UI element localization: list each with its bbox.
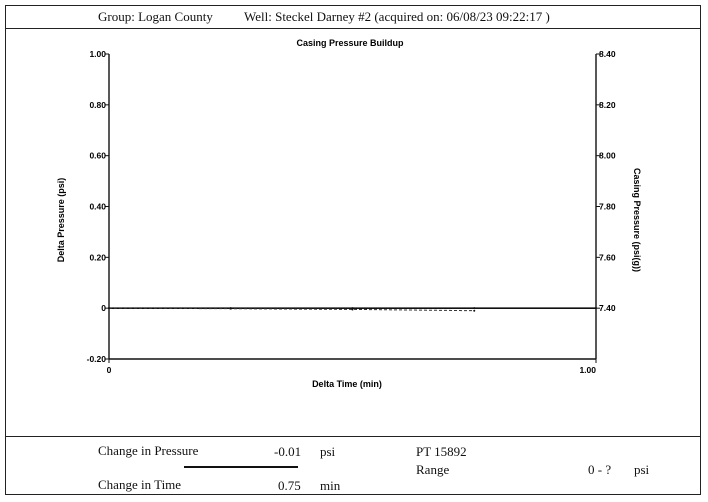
y-tick-label: 0.80 bbox=[89, 100, 106, 110]
x-axis-label: Delta Time (min) bbox=[312, 379, 382, 389]
series-point-2 bbox=[473, 309, 476, 312]
range-value: 0 - ? bbox=[588, 462, 612, 477]
range-label: Range bbox=[416, 462, 450, 477]
y-axis-label: Delta Pressure (psi) bbox=[56, 178, 66, 263]
y2-tick-label: 7.60 bbox=[599, 252, 616, 262]
x-tick-label: 1.00 bbox=[579, 365, 596, 375]
change-pressure-value: -0.01 bbox=[274, 444, 302, 459]
change-time-unit: min bbox=[320, 478, 341, 493]
footer-divider bbox=[6, 436, 700, 437]
series-point-1 bbox=[595, 307, 597, 310]
y-tick-label: 0 bbox=[101, 303, 106, 313]
y-tick-label: 0.20 bbox=[89, 252, 106, 262]
y-tick-label: 0.60 bbox=[89, 151, 106, 161]
y2-tick-label: 8.40 bbox=[599, 49, 616, 59]
chart-ticks: 1.000.800.600.400.200-0.208.408.208.007.… bbox=[87, 49, 616, 375]
chart-title: Casing Pressure Buildup bbox=[296, 38, 404, 48]
y-tick-label: -0.20 bbox=[87, 354, 107, 364]
y2-tick-label: 8.00 bbox=[599, 151, 616, 161]
report-header: Group: Logan County Well: Steckel Darney… bbox=[6, 6, 700, 29]
change-pressure-label: Change in Pressure bbox=[98, 443, 199, 458]
series-point-2 bbox=[351, 308, 354, 311]
range-unit: psi bbox=[634, 462, 650, 477]
change-time-value: 0.75 bbox=[278, 478, 301, 493]
y2-tick-label: 7.40 bbox=[599, 303, 616, 313]
report-frame: Group: Logan County Well: Steckel Darney… bbox=[5, 5, 701, 495]
y2-axis-label: Casing Pressure (psi(g)) bbox=[632, 168, 642, 272]
series-line-2 bbox=[108, 307, 475, 312]
change-time-label: Change in Time bbox=[98, 477, 182, 492]
y2-tick-label: 7.80 bbox=[599, 202, 616, 212]
ratio-line bbox=[184, 466, 298, 468]
y-tick-label: 0.40 bbox=[89, 202, 106, 212]
pt-label: PT 15892 bbox=[416, 444, 467, 459]
x-tick-label: 0 bbox=[107, 365, 112, 375]
series-point-1 bbox=[473, 307, 476, 310]
y2-tick-label: 8.20 bbox=[599, 100, 616, 110]
chart-axes bbox=[108, 54, 597, 360]
chart-series bbox=[108, 307, 597, 312]
series-point-2 bbox=[108, 307, 110, 310]
well-label: Well: Steckel Darney #2 (acquired on: 06… bbox=[244, 9, 550, 24]
group-label: Group: Logan County bbox=[98, 9, 213, 24]
series-point-2 bbox=[229, 307, 232, 310]
y-tick-label: 1.00 bbox=[89, 49, 106, 59]
change-pressure-unit: psi bbox=[320, 444, 336, 459]
pressure-chart: Casing Pressure Buildup 1.00 0.80 0.60 0.40… bbox=[56, 38, 642, 389]
